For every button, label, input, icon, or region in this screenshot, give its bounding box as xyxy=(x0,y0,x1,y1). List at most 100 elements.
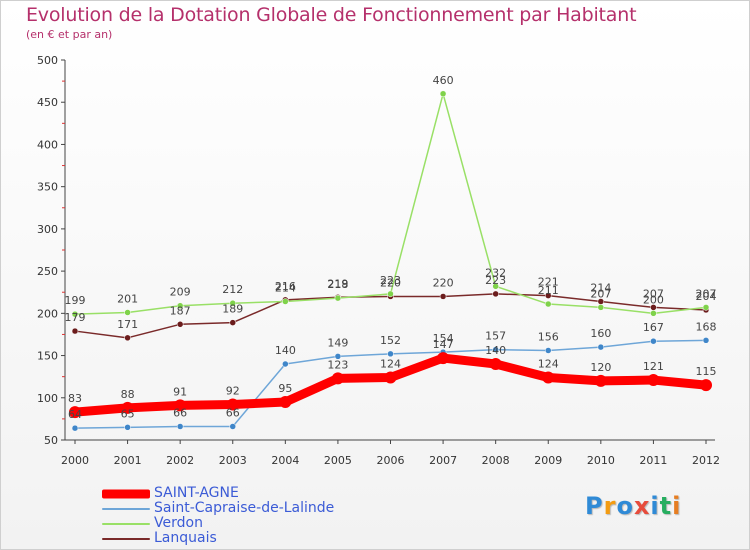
legend-swatch-saint-agne xyxy=(102,489,150,498)
data-label-saint-capraise-de-lalinde-2003: 66 xyxy=(226,406,240,419)
y-tick-label-450: 450 xyxy=(37,96,58,109)
data-label-lanquais-2006: 220 xyxy=(380,276,401,289)
data-label-saint-agne-2007: 147 xyxy=(433,338,454,351)
data-label-saint-capraise-de-lalinde-2001: 65 xyxy=(121,407,135,420)
data-label-saint-agne-2005: 123 xyxy=(327,358,348,371)
data-point-saint-agne-2011 xyxy=(647,374,660,387)
data-point-saint-capraise-de-lalinde-2012 xyxy=(702,337,710,344)
y-tick-label-500: 500 xyxy=(37,54,58,67)
data-label-saint-agne-2011: 121 xyxy=(643,360,664,373)
data-point-lanquais-2003 xyxy=(229,319,236,326)
data-label-saint-agne-2004: 95 xyxy=(278,382,292,395)
data-label-verdon-2003: 212 xyxy=(222,283,243,296)
logo-letter: o xyxy=(616,492,634,520)
data-point-saint-agne-2012 xyxy=(700,379,712,392)
legend-label-verdon: Verdon xyxy=(154,515,203,531)
data-label-saint-agne-2001: 88 xyxy=(121,388,135,401)
data-label-lanquais-2010: 214 xyxy=(590,282,611,295)
legend-swatch-verdon xyxy=(102,522,150,525)
data-label-saint-agne-2003: 92 xyxy=(226,385,240,398)
data-point-saint-capraise-de-lalinde-2009 xyxy=(545,347,552,354)
logo-letter: i xyxy=(672,492,682,520)
data-label-saint-agne-2000: 83 xyxy=(68,392,82,405)
data-point-verdon-2012 xyxy=(702,304,710,311)
data-label-saint-agne-2002: 91 xyxy=(173,385,187,398)
data-point-saint-capraise-de-lalinde-2002 xyxy=(176,423,184,430)
logo-letter: r xyxy=(603,492,617,520)
x-tick-label-2010: 2010 xyxy=(587,454,615,467)
data-label-saint-agne-2006: 124 xyxy=(380,358,401,371)
data-label-lanquais-2000: 179 xyxy=(65,311,86,324)
data-label-lanquais-2001: 171 xyxy=(117,318,138,331)
data-point-verdon-2004 xyxy=(282,298,289,305)
x-tick-label-2005: 2005 xyxy=(324,454,352,467)
data-point-saint-capraise-de-lalinde-2008 xyxy=(492,346,499,353)
y-tick-label-250: 250 xyxy=(37,265,58,278)
data-label-lanquais-2008: 223 xyxy=(485,274,506,287)
y-tick-label-50: 50 xyxy=(44,434,58,447)
x-tick-label-2011: 2011 xyxy=(639,454,667,467)
data-label-saint-capraise-de-lalinde-2012: 168 xyxy=(696,320,717,333)
data-point-saint-capraise-de-lalinde-2011 xyxy=(650,337,657,345)
y-tick-label-350: 350 xyxy=(37,181,58,194)
data-label-verdon-2011: 200 xyxy=(643,293,664,306)
data-label-saint-agne-2010: 120 xyxy=(590,361,611,374)
data-label-saint-agne-2009: 124 xyxy=(538,358,559,371)
data-point-saint-capraise-de-lalinde-2000 xyxy=(71,424,79,432)
x-tick-label-2003: 2003 xyxy=(219,454,247,467)
data-label-saint-agne-2012: 115 xyxy=(696,365,717,378)
data-point-lanquais-2000 xyxy=(71,327,79,335)
x-tick-label-2004: 2004 xyxy=(271,454,299,467)
logo-letter: i xyxy=(650,492,660,520)
data-point-saint-agne-2004 xyxy=(279,396,292,408)
data-point-saint-capraise-de-lalinde-2005 xyxy=(334,353,342,360)
data-point-verdon-2003 xyxy=(229,299,236,307)
data-label-verdon-2005: 218 xyxy=(327,278,348,291)
data-label-lanquais-2007: 220 xyxy=(433,276,454,289)
x-tick-label-2001: 2001 xyxy=(114,454,142,467)
data-point-saint-agne-2006 xyxy=(384,371,397,384)
data-label-verdon-2010: 207 xyxy=(590,287,611,300)
data-point-verdon-2008 xyxy=(492,283,499,290)
data-point-lanquais-2008 xyxy=(492,290,499,298)
data-point-verdon-2009 xyxy=(545,300,552,308)
chart-subtitle: (en € et par an) xyxy=(26,28,113,41)
data-point-lanquais-2007 xyxy=(439,293,447,300)
legend-swatch-saint-capraise-de-lalinde xyxy=(102,507,150,510)
x-tick-label-2002: 2002 xyxy=(166,454,194,467)
data-point-verdon-2007 xyxy=(439,90,447,98)
data-point-saint-capraise-de-lalinde-2001 xyxy=(124,424,131,431)
logo-letter: x xyxy=(633,492,651,520)
data-label-saint-capraise-de-lalinde-2006: 152 xyxy=(380,334,401,347)
x-tick-label-2007: 2007 xyxy=(429,454,457,467)
legend-label-lanquais: Lanquais xyxy=(154,530,217,546)
data-label-verdon-2012: 207 xyxy=(696,287,717,300)
data-label-lanquais-2003: 189 xyxy=(222,303,243,316)
data-label-verdon-2002: 209 xyxy=(170,286,191,299)
data-point-lanquais-2009 xyxy=(545,292,552,299)
x-tick-label-2006: 2006 xyxy=(377,454,405,467)
data-label-verdon-2000: 199 xyxy=(65,294,86,307)
data-label-saint-capraise-de-lalinde-2004: 140 xyxy=(275,344,296,357)
legend-swatch-lanquais xyxy=(102,537,150,540)
y-tick-label-200: 200 xyxy=(37,307,58,320)
logo-letter: t xyxy=(659,492,673,520)
data-label-saint-capraise-de-lalinde-2000: 64 xyxy=(68,408,82,421)
data-label-lanquais-2011: 207 xyxy=(643,287,664,300)
data-label-lanquais-2012: 204 xyxy=(696,290,717,303)
data-point-saint-capraise-de-lalinde-2010 xyxy=(597,343,605,351)
data-point-verdon-2001 xyxy=(124,309,131,316)
data-label-saint-capraise-de-lalinde-2008: 157 xyxy=(485,330,506,343)
legend-label-saint-agne: SAINT-AGNE xyxy=(154,485,239,501)
data-label-verdon-2006: 223 xyxy=(380,274,401,287)
data-point-saint-agne-2007 xyxy=(437,352,450,365)
data-point-saint-capraise-de-lalinde-2004 xyxy=(282,360,289,368)
y-tick-label-100: 100 xyxy=(37,392,58,405)
data-point-saint-agne-2001 xyxy=(121,401,134,414)
data-label-saint-capraise-de-lalinde-2009: 156 xyxy=(538,330,559,343)
data-label-verdon-2001: 201 xyxy=(117,292,138,305)
logo-letter: P xyxy=(585,492,604,520)
x-tick-label-2008: 2008 xyxy=(482,454,510,467)
data-label-lanquais-2009: 221 xyxy=(538,276,559,289)
